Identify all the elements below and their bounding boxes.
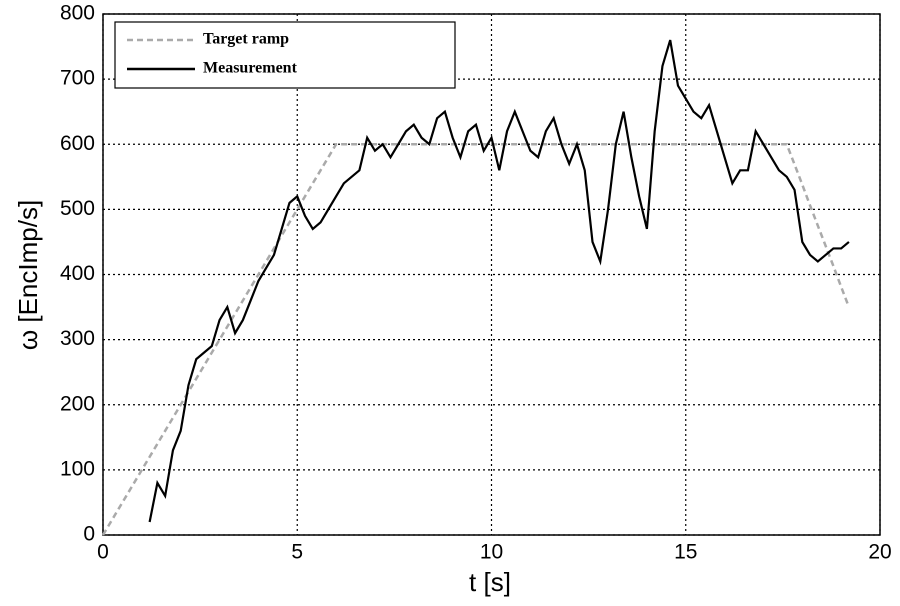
x-tick-label: 15	[674, 541, 697, 564]
y-tick-label: 300	[60, 327, 95, 350]
plot-frame	[102, 13, 881, 536]
y-tick-label: 700	[60, 67, 95, 90]
legend-label: Measurement	[203, 60, 298, 77]
y-axis-label: ω [EncImp/s]	[13, 200, 43, 350]
x-axis-label: t [s]	[469, 567, 511, 597]
y-tick-label: 500	[60, 197, 95, 220]
x-tick-label: 5	[291, 541, 303, 564]
y-tick-label: 800	[60, 2, 95, 25]
x-tick-label: 10	[480, 541, 503, 564]
y-tick-label: 200	[60, 392, 95, 415]
x-tick-label: 0	[97, 541, 109, 564]
x-tick-label: 20	[868, 541, 891, 564]
data-line	[148, 39, 850, 523]
data-line	[101, 143, 851, 536]
legend-box	[114, 21, 456, 89]
legend-label: Target ramp	[203, 31, 289, 48]
y-tick-label: 600	[60, 132, 95, 155]
y-tick-label: 400	[60, 262, 95, 285]
y-tick-label: 100	[60, 457, 95, 480]
y-tick-label: 0	[83, 523, 95, 546]
